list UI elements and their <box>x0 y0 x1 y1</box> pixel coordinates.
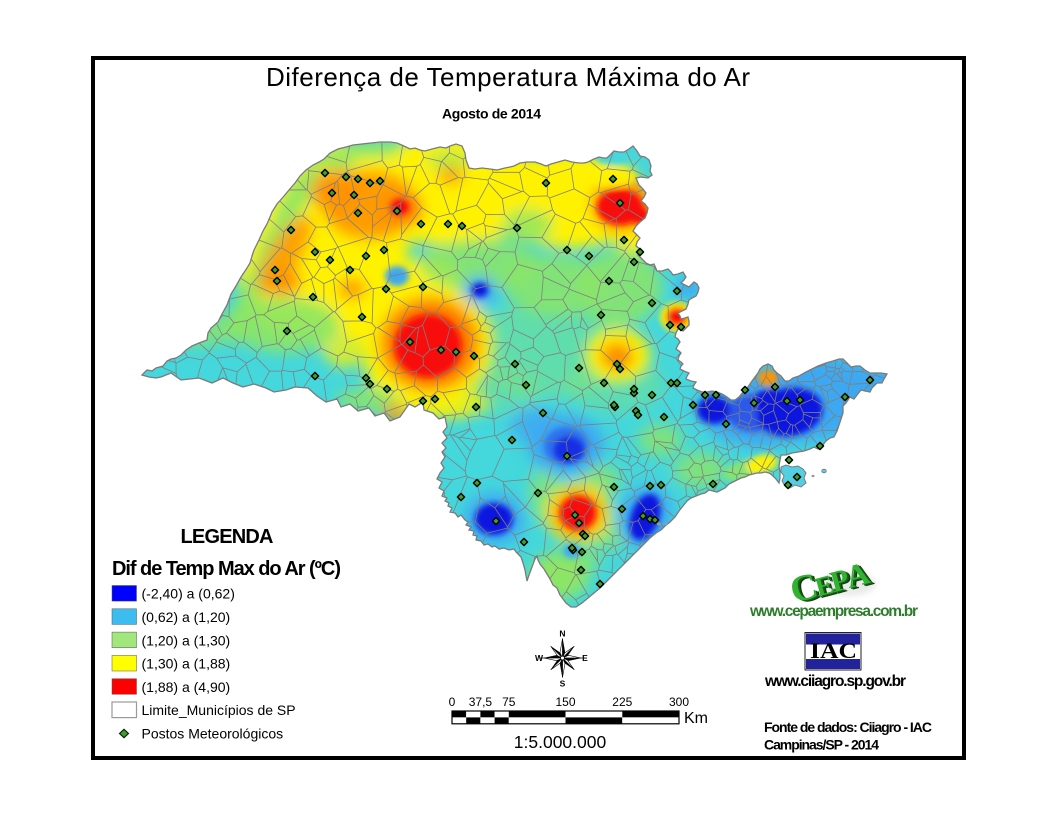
svg-text:Fonte de dados: Ciiagro - IAC: Fonte de dados: Ciiagro - IAC <box>764 719 932 735</box>
svg-text:0: 0 <box>449 695 456 709</box>
svg-text:Diferença de Temperatura Máxim: Diferença de Temperatura Máxima do Ar <box>266 62 750 92</box>
svg-text:(1,30) a (1,88): (1,30) a (1,88) <box>142 656 231 672</box>
svg-text:37,5: 37,5 <box>469 695 493 709</box>
svg-text:N: N <box>559 629 565 639</box>
svg-text:(0,62) a (1,20): (0,62) a (1,20) <box>142 609 231 625</box>
svg-text:IAC: IAC <box>810 638 857 663</box>
svg-text:E: E <box>582 653 588 663</box>
svg-text:300: 300 <box>669 695 689 709</box>
svg-text:Dif de Temp Max do Ar (ºC): Dif de Temp Max do Ar (ºC) <box>112 558 341 580</box>
svg-text:Agosto de 2014: Agosto de 2014 <box>442 106 541 122</box>
svg-text:1:5.000.000: 1:5.000.000 <box>514 732 607 752</box>
svg-text:150: 150 <box>555 695 575 709</box>
svg-text:225: 225 <box>612 695 632 709</box>
svg-text:Km: Km <box>684 710 708 727</box>
svg-text:Campinas/SP - 2014: Campinas/SP - 2014 <box>764 737 879 753</box>
svg-text:S: S <box>560 679 566 689</box>
svg-text:(-2,40) a (0,62): (-2,40) a (0,62) <box>142 586 235 602</box>
svg-text:75: 75 <box>502 695 516 709</box>
svg-text:www.cepaempresa.com.br: www.cepaempresa.com.br <box>749 603 918 620</box>
svg-text:Limite_Municípios de SP: Limite_Municípios de SP <box>142 702 296 718</box>
svg-text:(1,88) a (4,90): (1,88) a (4,90) <box>142 679 231 695</box>
svg-text:W: W <box>535 653 544 663</box>
svg-text:www.ciiagro.sp.gov.br: www.ciiagro.sp.gov.br <box>764 673 906 690</box>
svg-text:Postos Meteorológicos: Postos Meteorológicos <box>142 726 284 742</box>
svg-text:LEGENDA: LEGENDA <box>181 526 274 548</box>
svg-text:(1,20) a (1,30): (1,20) a (1,30) <box>142 632 231 648</box>
